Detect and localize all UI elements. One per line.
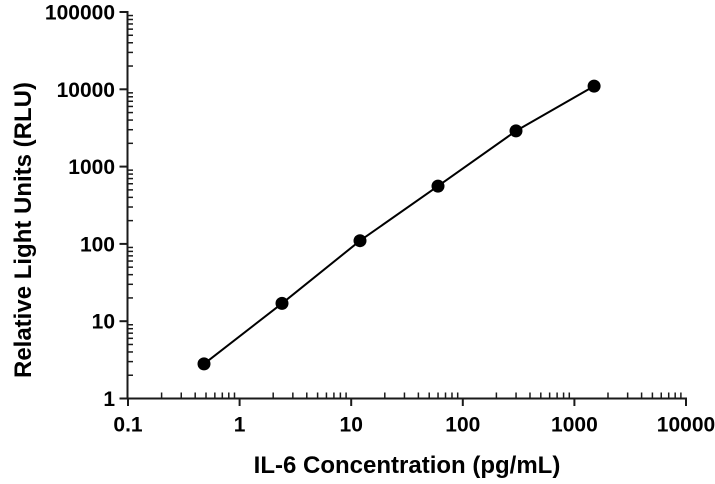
x-tick-label: 1 [234, 414, 246, 437]
y-tick-label: 10000 [57, 79, 115, 102]
x-tick-label: 0.1 [113, 414, 143, 437]
y-tick-label: 100 [80, 233, 115, 256]
y-tick-label: 1 [103, 388, 115, 411]
data-point [275, 296, 289, 310]
x-tick-label: 10000 [657, 414, 715, 437]
series-line [203, 85, 595, 365]
x-tick-label: 10 [340, 414, 363, 437]
data-point [509, 124, 523, 138]
y-tick-label: 100000 [45, 2, 115, 25]
y-axis-title: Relative Light Units (RLU) [10, 81, 37, 379]
data-point [587, 79, 601, 93]
data-point [431, 179, 445, 193]
x-tick-label: 100 [445, 414, 480, 437]
data-point [353, 234, 367, 248]
x-axis-title: IL-6 Concentration (pg/mL) [253, 452, 561, 479]
data-point [197, 357, 211, 371]
y-tick-label: 1000 [68, 156, 115, 179]
x-tick-label: 1000 [551, 414, 598, 437]
y-tick-label: 10 [92, 311, 115, 334]
